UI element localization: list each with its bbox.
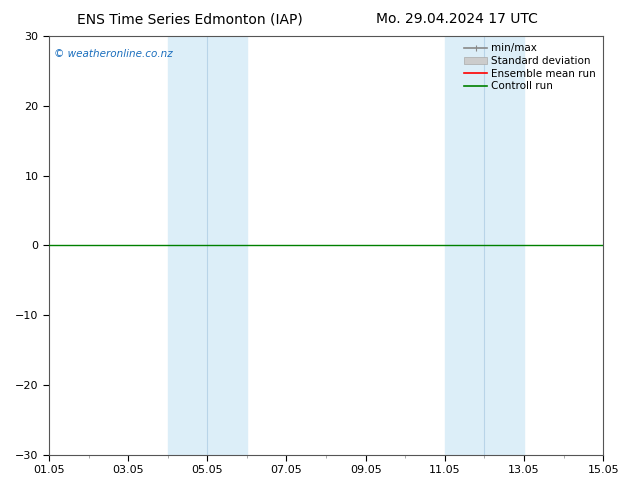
Legend: min/max, Standard deviation, Ensemble mean run, Controll run: min/max, Standard deviation, Ensemble me… xyxy=(460,39,600,96)
Text: ENS Time Series Edmonton (IAP): ENS Time Series Edmonton (IAP) xyxy=(77,12,303,26)
Bar xyxy=(445,36,524,455)
Text: © weatheronline.co.nz: © weatheronline.co.nz xyxy=(55,49,173,59)
Text: Mo. 29.04.2024 17 UTC: Mo. 29.04.2024 17 UTC xyxy=(375,12,538,26)
Bar xyxy=(167,36,247,455)
